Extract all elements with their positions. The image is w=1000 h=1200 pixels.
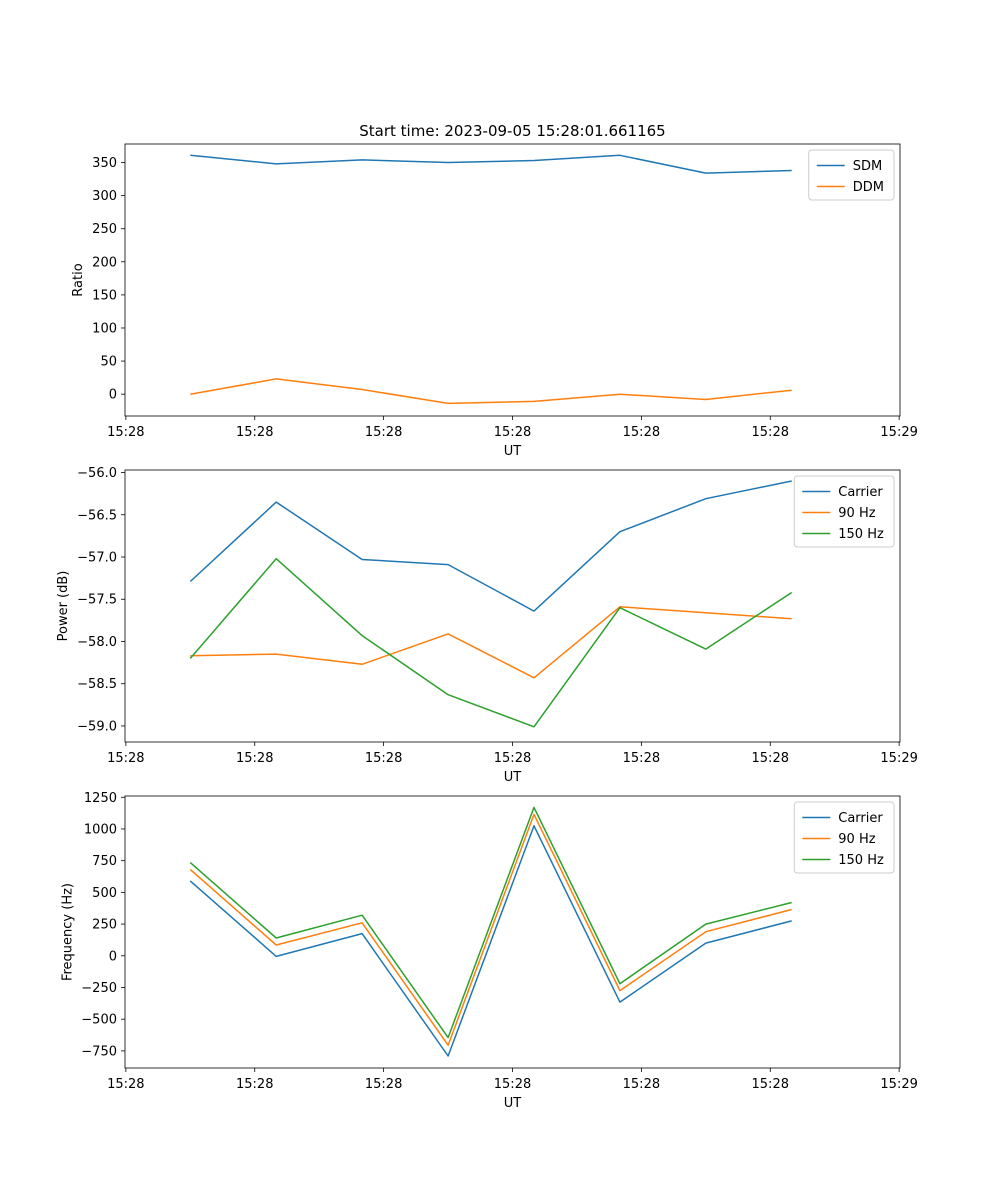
x-axis-label: UT (504, 444, 522, 459)
x-tick-label: 15:28 (623, 425, 660, 440)
legend-box (793, 801, 895, 874)
series-line-90-hz (189, 813, 792, 1046)
legend-label: Carrier (838, 811, 883, 826)
axes-frame (124, 795, 901, 1069)
y-tick-label: 200 (92, 255, 117, 270)
y-tick-label: −56.0 (77, 466, 117, 481)
y-tick-label: −59.0 (77, 719, 117, 734)
x-tick-label: 15:28 (107, 425, 144, 440)
series-line-150-hz (189, 557, 793, 728)
frequency-panel: 15:28 15:28 15:28 15:28 15:28 15:28 15:29 −750 −… (60, 791, 918, 1111)
y-tick-label: 300 (92, 189, 117, 204)
series-line-carrier (189, 825, 792, 1057)
series-line-150-hz (189, 806, 792, 1039)
legend-box (808, 149, 895, 201)
y-tick-label: 1000 (84, 822, 117, 837)
legend-label: SDM (853, 159, 882, 174)
series-line-ddm (190, 378, 792, 405)
x-tick-label: 15:28 (236, 1077, 273, 1092)
legend: Carrier 90 Hz 150 Hz (793, 475, 895, 548)
legend-label: Carrier (838, 485, 883, 500)
x-tick-label: 15:28 (494, 1077, 531, 1092)
y-tick-label: 500 (92, 886, 117, 901)
y-tick-label: −58.0 (77, 635, 117, 650)
y-tick-label: −57.0 (77, 551, 117, 566)
x-tick-label: 15:28 (494, 425, 531, 440)
y-tick-label: −750 (81, 1044, 117, 1059)
x-axis-label: UT (504, 770, 522, 785)
y-tick-label: 0 (109, 388, 117, 403)
x-tick-label: 15:28 (107, 1077, 144, 1092)
y-tick-label: 1250 (84, 791, 117, 806)
legend-label: 90 Hz (838, 832, 875, 847)
x-axis-label: UT (504, 1096, 522, 1111)
y-tick-label: 350 (92, 156, 117, 171)
x-tick-label: 15:29 (880, 1077, 917, 1092)
y-tick-label: 250 (92, 222, 117, 237)
legend-box (793, 475, 895, 548)
x-tick-label: 15:29 (880, 751, 917, 766)
x-tick-label: 15:29 (880, 425, 917, 440)
chart-title: Start time: 2023-09-05 15:28:01.661165 (359, 122, 665, 140)
series-line-90-hz (190, 606, 792, 679)
x-tick-label: 15:28 (752, 751, 789, 766)
axes-frame (124, 469, 901, 743)
y-tick-label: 50 (100, 355, 117, 370)
ratio-panel: 15:28 15:28 15:28 15:28 15:28 15:28 15:29 0 50 10… (71, 143, 918, 459)
x-tick-label: 15:28 (752, 425, 789, 440)
x-tick-label: 15:28 (236, 751, 273, 766)
legend-label: 150 Hz (838, 853, 884, 868)
y-tick-label: −500 (81, 1013, 117, 1028)
series-line-sdm (190, 154, 792, 174)
x-tick-label: 15:28 (494, 751, 531, 766)
x-tick-label: 15:28 (365, 1077, 402, 1092)
y-tick-label: 100 (92, 321, 117, 336)
y-tick-label: 250 (92, 918, 117, 933)
legend-label: DDM (853, 180, 884, 195)
x-tick-label: 15:28 (623, 751, 660, 766)
legend-label: 150 Hz (838, 527, 884, 542)
legend: SDM DDM (808, 149, 895, 201)
x-tick-label: 15:28 (107, 751, 144, 766)
x-tick-label: 15:28 (752, 1077, 789, 1092)
series-line-carrier (189, 480, 792, 612)
x-tick-label: 15:28 (236, 425, 273, 440)
legend-label: 90 Hz (838, 506, 875, 521)
y-axis-label: Frequency (Hz) (60, 883, 75, 981)
y-axis-label: Ratio (71, 263, 86, 296)
y-tick-label: 0 (109, 949, 117, 964)
legend: Carrier 90 Hz 150 Hz (793, 801, 895, 874)
y-axis-label: Power (dB) (56, 571, 71, 642)
power-panel: 15:28 15:28 15:28 15:28 15:28 15:28 15:29 −59.0… (56, 466, 918, 785)
y-tick-label: −250 (81, 981, 117, 996)
axes-frame (124, 143, 901, 417)
x-tick-label: 15:28 (623, 1077, 660, 1092)
x-tick-label: 15:28 (365, 425, 402, 440)
y-tick-label: −56.5 (77, 508, 117, 523)
y-tick-label: 750 (92, 854, 117, 869)
y-tick-label: −58.5 (77, 677, 117, 692)
y-tick-label: 150 (92, 288, 117, 303)
y-tick-label: −57.5 (77, 593, 117, 608)
x-tick-label: 15:28 (365, 751, 402, 766)
